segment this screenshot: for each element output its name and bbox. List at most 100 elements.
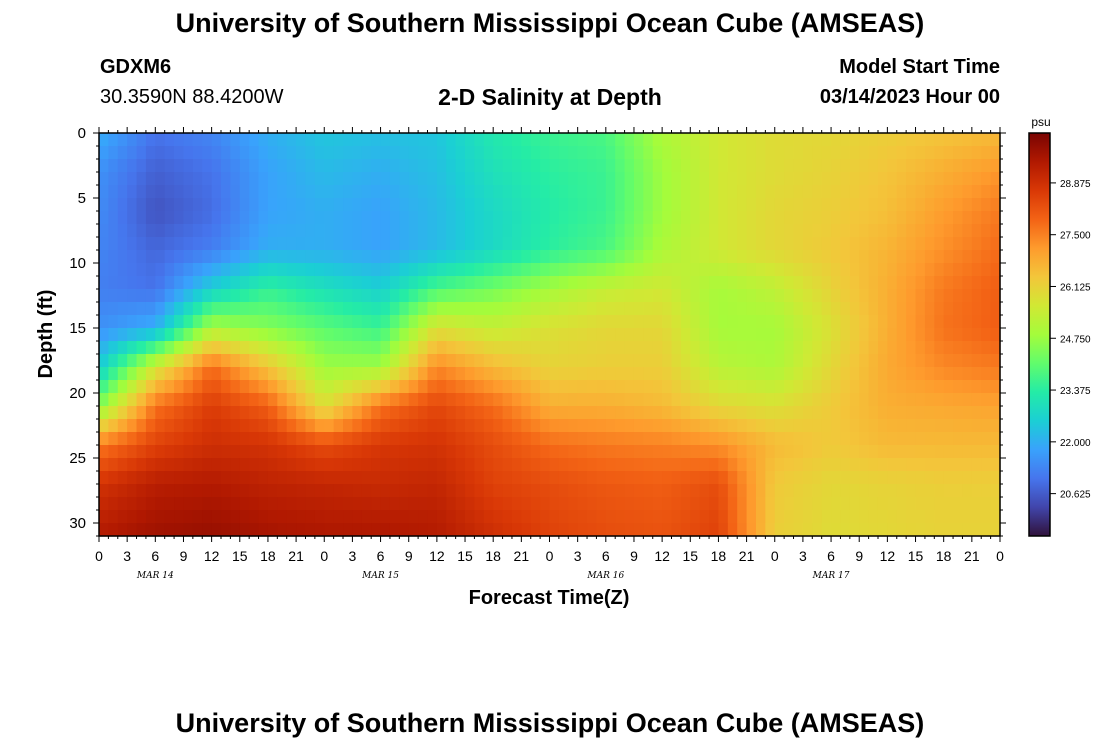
- heatmap-cell: [821, 250, 832, 264]
- heatmap-cell: [305, 341, 316, 355]
- heatmap-cell: [887, 497, 898, 511]
- heatmap-cell: [746, 289, 757, 303]
- heatmap-cell: [643, 159, 654, 173]
- heatmap-cell: [849, 302, 860, 316]
- heatmap-cell: [455, 341, 466, 355]
- heatmap-cell: [943, 198, 954, 212]
- heatmap-cell: [821, 458, 832, 472]
- heatmap-cell: [840, 406, 851, 420]
- heatmap-cell: [821, 523, 832, 537]
- heatmap-cell: [465, 237, 476, 251]
- heatmap-cell: [765, 315, 776, 329]
- heatmap-cell: [155, 237, 166, 251]
- heatmap-cell: [774, 471, 785, 485]
- heatmap-cell: [831, 458, 842, 472]
- heatmap-cell: [549, 367, 560, 381]
- heatmap-cell: [502, 224, 513, 238]
- heatmap-cell: [192, 263, 203, 277]
- heatmap-cell: [455, 172, 466, 186]
- heatmap-cell: [249, 276, 260, 290]
- heatmap-cell: [709, 250, 720, 264]
- heatmap-cell: [971, 523, 982, 537]
- heatmap-cell: [568, 393, 579, 407]
- heatmap-cell: [202, 393, 213, 407]
- heatmap-cell: [568, 406, 579, 420]
- heatmap-cell: [343, 471, 354, 485]
- heatmap-cell: [333, 198, 344, 212]
- heatmap-cell: [511, 328, 522, 342]
- heatmap-cell: [971, 263, 982, 277]
- heatmap-cell: [465, 211, 476, 225]
- heatmap-cell: [596, 458, 607, 472]
- heatmap-cell: [990, 133, 1001, 147]
- heatmap-cell: [164, 276, 175, 290]
- heatmap-cell: [699, 484, 710, 498]
- heatmap-cell: [793, 432, 804, 446]
- heatmap-cell: [840, 289, 851, 303]
- heatmap-cell: [971, 146, 982, 160]
- heatmap-cell: [314, 445, 325, 459]
- heatmap-cell: [671, 224, 682, 238]
- heatmap-cell: [408, 471, 419, 485]
- heatmap-cell: [296, 510, 307, 524]
- heatmap-cell: [314, 432, 325, 446]
- heatmap-cell: [352, 341, 363, 355]
- heatmap-cell: [108, 393, 119, 407]
- heatmap-cell: [793, 458, 804, 472]
- heatmap-cell: [296, 159, 307, 173]
- heatmap-cell: [633, 445, 644, 459]
- heatmap-cell: [887, 380, 898, 394]
- heatmap-cell: [465, 263, 476, 277]
- heatmap-cell: [399, 419, 410, 433]
- heatmap-cell: [389, 471, 400, 485]
- heatmap-cell: [915, 250, 926, 264]
- heatmap-cell: [924, 133, 935, 147]
- heatmap-grid: [99, 133, 1001, 537]
- heatmap-cell: [709, 315, 720, 329]
- heatmap-cell: [183, 393, 194, 407]
- heatmap-cell: [202, 328, 213, 342]
- heatmap-cell: [267, 354, 278, 368]
- heatmap-cell: [239, 419, 250, 433]
- heatmap-cell: [117, 458, 128, 472]
- heatmap-cell: [530, 315, 541, 329]
- heatmap-cell: [418, 224, 429, 238]
- heatmap-cell: [127, 276, 138, 290]
- heatmap-cell: [868, 172, 879, 186]
- heatmap-cell: [924, 406, 935, 420]
- heatmap-cell: [737, 510, 748, 524]
- heatmap-cell: [511, 419, 522, 433]
- heatmap-cell: [155, 510, 166, 524]
- heatmap-cell: [727, 458, 738, 472]
- heatmap-cell: [624, 250, 635, 264]
- heatmap-cell: [887, 133, 898, 147]
- heatmap-cell: [183, 198, 194, 212]
- heatmap-cell: [746, 484, 757, 498]
- heatmap-cell: [793, 523, 804, 537]
- heatmap-cell: [361, 354, 372, 368]
- heatmap-cell: [577, 263, 588, 277]
- heatmap-cell: [455, 211, 466, 225]
- heatmap-cell: [624, 510, 635, 524]
- heatmap-cell: [155, 523, 166, 537]
- heatmap-cell: [549, 302, 560, 316]
- heatmap-cell: [662, 146, 673, 160]
- heatmap-cell: [127, 484, 138, 498]
- heatmap-cell: [239, 198, 250, 212]
- heatmap-cell: [343, 224, 354, 238]
- heatmap-cell: [765, 263, 776, 277]
- heatmap-cell: [774, 380, 785, 394]
- heatmap-cell: [868, 133, 879, 147]
- heatmap-cell: [164, 211, 175, 225]
- heatmap-cell: [896, 445, 907, 459]
- heatmap-cell: [465, 354, 476, 368]
- heatmap-cell: [671, 406, 682, 420]
- heatmap-cell: [615, 354, 626, 368]
- heatmap-cell: [371, 146, 382, 160]
- heatmap-cell: [587, 276, 598, 290]
- heatmap-cell: [305, 146, 316, 160]
- heatmap-cell: [784, 133, 795, 147]
- heatmap-cell: [877, 406, 888, 420]
- heatmap-cell: [624, 419, 635, 433]
- heatmap-cell: [859, 250, 870, 264]
